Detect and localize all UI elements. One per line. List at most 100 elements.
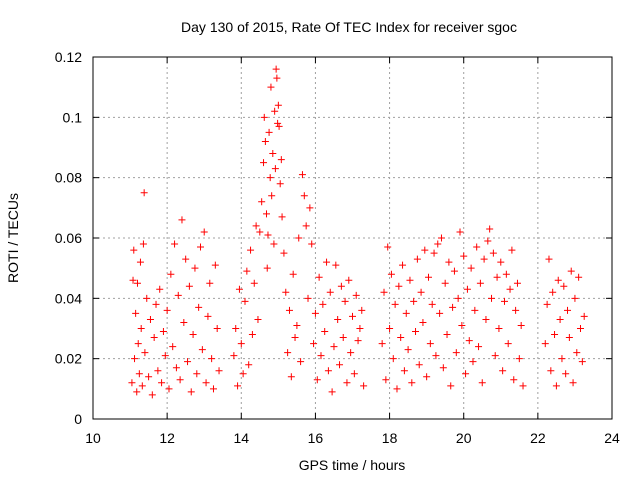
data-point-marker	[289, 270, 297, 278]
data-point-marker	[426, 340, 434, 348]
data-point-marker	[285, 306, 293, 314]
data-point-marker	[512, 306, 520, 314]
data-point-marker	[260, 113, 268, 121]
data-point-marker	[437, 234, 445, 242]
data-point-marker	[571, 294, 579, 302]
data-point-marker	[395, 282, 403, 290]
data-point-marker	[167, 270, 175, 278]
data-point-marker	[315, 273, 323, 281]
data-point-marker	[519, 382, 527, 390]
data-point-marker	[184, 358, 192, 366]
data-point-marker	[328, 388, 336, 396]
data-point-marker	[241, 297, 249, 305]
data-point-marker	[274, 101, 282, 109]
data-point-marker	[209, 385, 217, 393]
data-point-marker	[262, 210, 270, 218]
y-tick-label: 0.02	[55, 351, 82, 367]
data-point-marker	[234, 382, 242, 390]
data-point-marker	[347, 349, 355, 357]
data-point-marker	[421, 246, 429, 254]
y-tick-label: 0.1	[63, 109, 83, 125]
data-point-marker	[432, 352, 440, 360]
data-point-marker	[215, 367, 223, 375]
data-point-marker	[277, 156, 285, 164]
data-point-marker	[515, 355, 523, 363]
data-point-marker	[469, 358, 477, 366]
data-point-marker	[131, 355, 139, 363]
data-point-marker	[273, 74, 281, 82]
data-point-marker	[508, 246, 516, 254]
data-point-marker	[202, 379, 210, 387]
data-point-marker	[502, 270, 510, 278]
data-point-marker	[323, 258, 331, 266]
data-point-marker	[441, 279, 449, 287]
data-point-marker	[439, 364, 447, 372]
data-point-marker	[187, 388, 195, 396]
data-point-marker	[564, 306, 572, 314]
data-point-marker	[423, 373, 431, 381]
data-point-marker	[341, 297, 349, 305]
data-point-marker	[450, 267, 458, 275]
data-point-marker	[517, 321, 525, 329]
data-point-marker	[389, 355, 397, 363]
data-point-marker	[412, 328, 420, 336]
data-point-marker	[475, 343, 483, 351]
data-point-marker	[260, 159, 268, 167]
data-point-marker	[230, 352, 238, 360]
data-point-marker	[213, 325, 221, 332]
data-point-marker	[478, 379, 486, 387]
y-tick-label: 0	[74, 411, 82, 427]
data-point-marker	[269, 150, 277, 158]
data-point-marker	[393, 385, 401, 393]
data-point-marker	[278, 213, 286, 221]
data-point-marker	[148, 391, 156, 399]
data-point-marker	[267, 83, 275, 91]
data-point-marker	[406, 276, 414, 284]
data-point-marker	[443, 331, 451, 339]
data-point-marker	[138, 382, 146, 390]
data-point-marker	[198, 346, 206, 354]
data-point-marker	[141, 349, 149, 357]
data-point-marker	[578, 358, 586, 366]
data-point-marker	[172, 364, 180, 372]
data-point-marker	[352, 291, 360, 299]
data-point-marker	[547, 367, 555, 375]
data-point-marker	[152, 300, 160, 308]
data-point-marker	[282, 288, 290, 296]
data-point-marker	[447, 382, 455, 390]
data-point-marker	[565, 334, 573, 342]
chart-title: Day 130 of 2015, Rate Of TEC Index for r…	[181, 19, 517, 35]
data-point-marker	[386, 325, 394, 332]
data-point-marker	[339, 334, 347, 342]
data-point-marker	[280, 249, 288, 257]
data-point-marker	[200, 228, 208, 236]
data-point-marker	[480, 255, 488, 263]
data-points	[128, 65, 588, 399]
data-point-marker	[252, 222, 260, 230]
x-tick-label: 12	[159, 430, 175, 446]
data-point-marker	[250, 279, 258, 287]
data-point-marker	[484, 237, 492, 245]
data-point-marker	[180, 318, 188, 326]
data-point-marker	[270, 240, 278, 248]
y-tick-label: 0.08	[55, 170, 82, 186]
data-point-marker	[268, 192, 276, 200]
data-point-marker	[146, 315, 154, 323]
data-point-marker	[428, 300, 436, 308]
data-point-marker	[404, 346, 412, 354]
data-point-marker	[169, 343, 177, 351]
data-point-marker	[562, 370, 570, 378]
data-point-marker	[499, 367, 507, 375]
data-point-marker	[449, 303, 457, 311]
data-point-marker	[254, 315, 262, 323]
data-point-marker	[137, 325, 145, 332]
data-point-marker	[321, 328, 329, 336]
data-point-marker	[541, 340, 549, 348]
data-point-marker	[165, 385, 173, 393]
data-point-marker	[558, 355, 566, 363]
data-point-marker	[436, 309, 444, 317]
data-point-marker	[264, 231, 272, 239]
data-point-marker	[326, 288, 334, 296]
data-point-marker	[298, 171, 306, 179]
